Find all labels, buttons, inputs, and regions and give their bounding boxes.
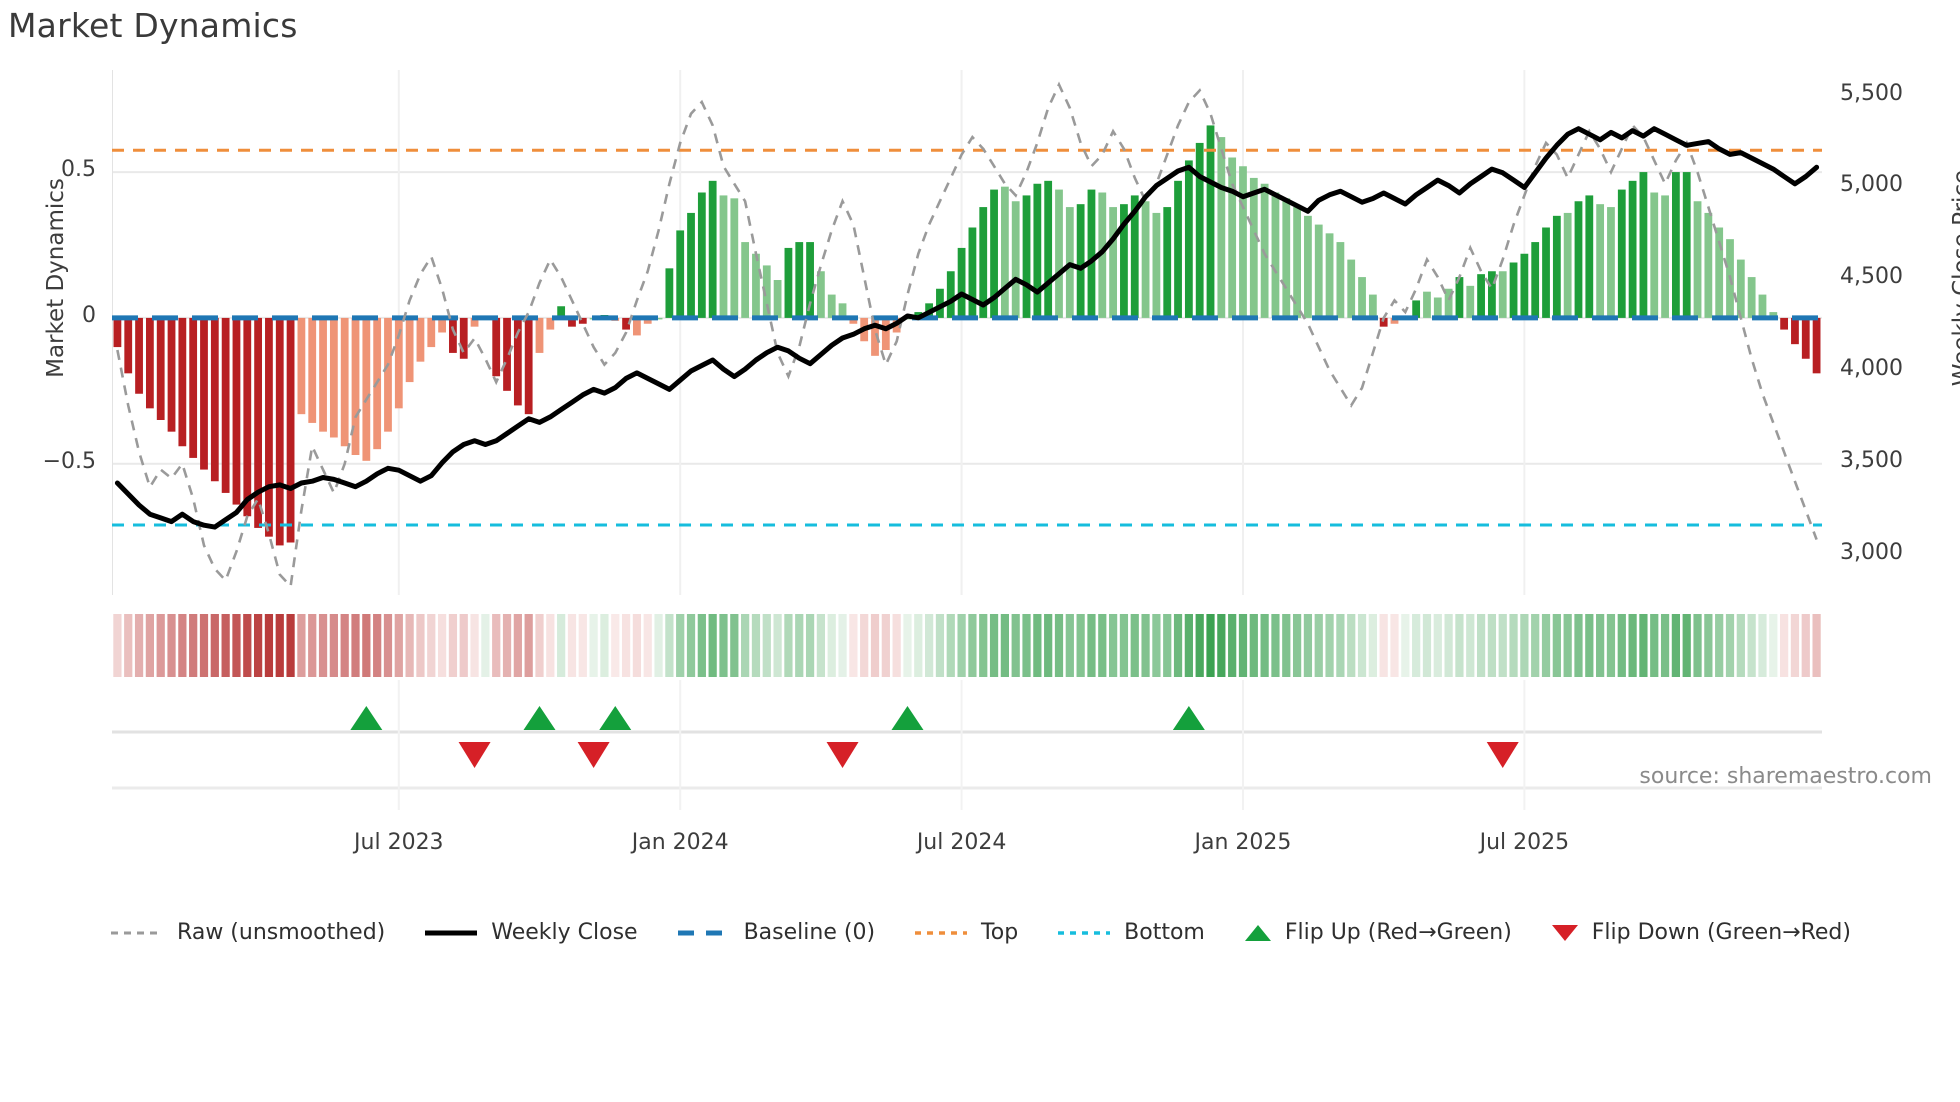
- x-tick: Jul 2025: [1479, 830, 1570, 855]
- y-tick-right: 4,500: [1840, 264, 1903, 290]
- legend-item-3[interactable]: Top: [913, 920, 1018, 945]
- x-tick: Jan 2025: [1194, 830, 1292, 855]
- y-tick-right: 5,000: [1840, 172, 1903, 198]
- y-axis-left-label: Market Dynamics: [43, 178, 69, 378]
- legend-item-0[interactable]: Raw (unsmoothed): [109, 920, 385, 945]
- page-title: Market Dynamics: [8, 6, 298, 45]
- solid-black-line-icon: [425, 930, 478, 935]
- legend-label: Top: [981, 920, 1019, 945]
- green-up-triangle-icon: [1244, 924, 1271, 941]
- y-axis-right-label: Weekly Close Price: [1949, 169, 1960, 387]
- legend-label: Flip Up (Red→Green): [1284, 920, 1512, 945]
- legend-item-5[interactable]: Flip Up (Red→Green): [1243, 920, 1512, 945]
- y-tick-left: −0.5: [42, 448, 96, 474]
- regime-intensity-strip: [112, 614, 1822, 677]
- x-tick: Jan 2024: [631, 830, 729, 855]
- y-tick-right: 5,500: [1840, 80, 1903, 106]
- source-attribution: source: sharemaestro.com: [1639, 764, 1932, 789]
- chart-legend: Raw (unsmoothed) Weekly Close Baseline (0)…: [0, 920, 1960, 945]
- legend-label: Flip Down (Green→Red): [1591, 920, 1851, 945]
- y-tick-left: 0: [82, 302, 96, 328]
- x-tick: Jul 2024: [916, 830, 1007, 855]
- x-tick: Jul 2023: [354, 830, 444, 855]
- y-tick-left: 0.5: [61, 157, 96, 183]
- legend-item-1[interactable]: Weekly Close: [423, 920, 638, 945]
- flip-markers-panel: [112, 680, 1822, 810]
- y-tick-right: 4,000: [1840, 356, 1903, 382]
- dotted-orange-line-icon: [915, 930, 968, 935]
- legend-label: Bottom: [1124, 920, 1205, 945]
- legend-label: Baseline (0): [743, 920, 876, 945]
- legend-item-4[interactable]: Bottom: [1056, 920, 1205, 945]
- y-tick-right: 3,500: [1840, 447, 1903, 473]
- dashed-blue-line-icon: [677, 930, 730, 935]
- legend-item-6[interactable]: Flip Down (Green→Red): [1550, 920, 1851, 945]
- legend-label: Raw (unsmoothed): [177, 920, 386, 945]
- dashed-grey-line-icon: [111, 931, 164, 934]
- y-tick-right: 3,000: [1840, 539, 1903, 565]
- legend-label: Weekly Close: [491, 920, 638, 945]
- red-down-triangle-icon: [1551, 924, 1578, 941]
- dotted-cyan-line-icon: [1058, 930, 1111, 935]
- legend-item-2[interactable]: Baseline (0): [676, 920, 875, 945]
- main-chart-plot: [112, 70, 1822, 595]
